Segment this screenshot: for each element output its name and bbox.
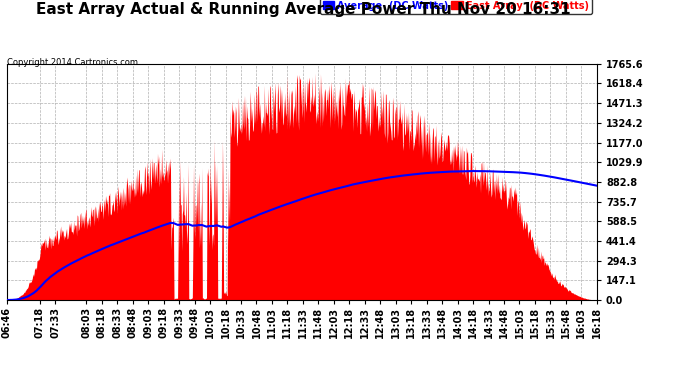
Text: Copyright 2014 Cartronics.com: Copyright 2014 Cartronics.com xyxy=(7,58,138,67)
Text: East Array Actual & Running Average Power Thu Nov 20 16:31: East Array Actual & Running Average Powe… xyxy=(37,2,571,17)
Legend: Average  (DC Watts), East Array  (DC Watts): Average (DC Watts), East Array (DC Watts… xyxy=(319,0,592,13)
